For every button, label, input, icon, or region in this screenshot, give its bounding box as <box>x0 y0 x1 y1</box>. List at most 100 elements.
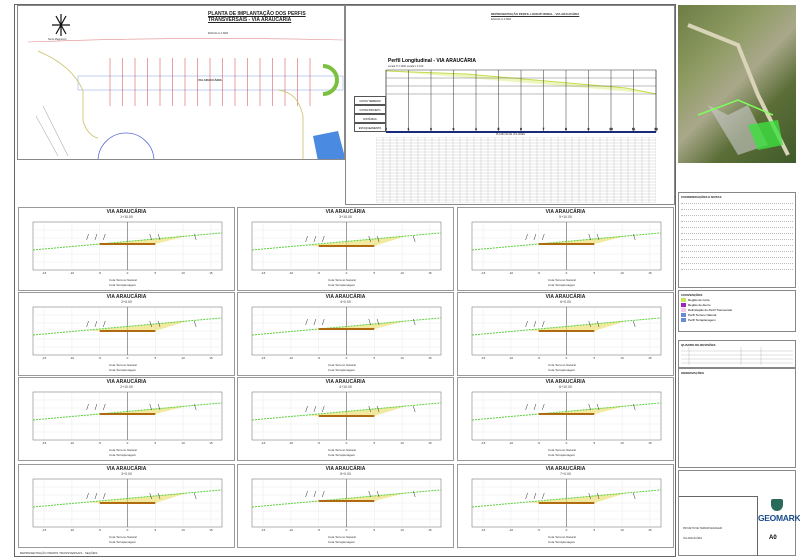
legend-terrain: Cota Terreno Natural <box>548 448 576 452</box>
x-tick-label: 10 <box>181 528 185 532</box>
legend-item: Região de Corte <box>681 298 793 302</box>
profile-row-label: ESTAQUEAMENTO <box>354 123 386 132</box>
plan-scale: ESCALA 1:600 <box>208 31 229 35</box>
x-tick-label: -10 <box>289 528 294 532</box>
legend-terrain: Cota Terreno Natural <box>109 278 137 282</box>
terrain-line <box>471 317 662 336</box>
dimension-leader <box>525 403 528 411</box>
north-arrow-icon <box>52 14 70 36</box>
profile-station-label: 7 <box>543 127 545 131</box>
legend-label: Perfil Terreno Natural <box>688 313 717 317</box>
dimension-leader <box>103 320 106 328</box>
legend-swatch <box>681 313 686 317</box>
legend-item: Perfil Terraplenagem <box>681 318 793 322</box>
legend-swatch <box>681 298 686 302</box>
dimension-leader <box>412 318 416 326</box>
dimension-leader <box>313 235 317 243</box>
x-tick-label: 15 <box>648 271 652 275</box>
terrain-line <box>471 402 662 421</box>
x-tick-label: 0 <box>346 356 348 360</box>
dimension-leader <box>322 490 325 498</box>
legend-item: Delimitação do Perfil Transversal <box>681 308 793 312</box>
terrain-line <box>251 317 442 336</box>
section-station: 5+10.00 <box>559 215 572 219</box>
x-tick-label: 15 <box>648 441 652 445</box>
terrain-line <box>251 489 442 508</box>
x-tick-label: -10 <box>289 271 294 275</box>
section-title: VIA ARAUCÁRIA <box>325 379 366 385</box>
dimension-leader <box>533 403 537 411</box>
x-tick-label: 0 <box>127 441 129 445</box>
note-line <box>681 235 793 240</box>
x-tick-label: 10 <box>400 528 404 532</box>
cross-section-9: VIA ARAUCÁRIA 6+10.00 -15 -10 -5 0 5 10 15 Cota T… <box>457 377 674 461</box>
dimension-leader <box>322 235 325 243</box>
x-tick-label: 10 <box>400 441 404 445</box>
terrain-line <box>32 402 223 421</box>
x-tick-label: -15 <box>481 528 486 532</box>
legend-swatch <box>681 308 686 312</box>
legend-grading: Cota Terraplenagem <box>328 368 356 372</box>
x-tick-label: 5 <box>593 441 595 445</box>
terrain-line <box>471 489 662 508</box>
dimension-leader <box>412 405 416 413</box>
legend-swatch <box>681 318 686 322</box>
note-line <box>681 265 793 270</box>
x-tick-label: 0 <box>346 528 348 532</box>
dimension-leader <box>103 233 106 241</box>
profile-station-label: 11 <box>632 127 635 131</box>
x-tick-label: 0 <box>127 356 129 360</box>
note-line <box>681 205 793 210</box>
dimension-leader <box>193 492 197 500</box>
section-chart: -15 -10 -5 0 5 10 15 <box>32 478 223 532</box>
dimension-leader <box>94 233 98 241</box>
section-chart: -15 -10 -5 0 5 10 15 <box>32 306 223 360</box>
x-tick-label: 15 <box>209 271 213 275</box>
x-tick-label: 15 <box>209 528 213 532</box>
dimension-leader <box>322 405 325 413</box>
cross-section-10: VIA ARAUCÁRIA 3+0.00 -15 -10 -5 0 5 10 15 Cota Te… <box>18 464 235 548</box>
x-tick-label: 5 <box>593 528 595 532</box>
note-line <box>681 223 793 228</box>
terrain-line <box>32 232 223 251</box>
x-tick-label: -10 <box>70 356 75 360</box>
dimension-leader <box>376 235 380 243</box>
x-tick-label: -5 <box>317 441 320 445</box>
sheet-size: A0 <box>769 535 777 541</box>
volume-table-title: PLANILHA DE VOLUMES <box>496 133 526 136</box>
x-tick-label: -5 <box>317 528 320 532</box>
dimension-leader <box>86 233 89 241</box>
dimension-leader <box>94 492 98 500</box>
dimension-leader <box>596 320 600 328</box>
dimension-leader <box>412 235 416 243</box>
x-tick-label: -5 <box>317 356 320 360</box>
section-station: 2+10.00 <box>120 385 133 389</box>
x-tick-label: -10 <box>70 528 75 532</box>
dimension-leader <box>376 490 380 498</box>
dimension-leader <box>632 320 636 328</box>
legend-label: Delimitação do Perfil Transversal <box>688 308 732 312</box>
profile-station-label: 1 <box>408 127 410 131</box>
note-line <box>681 211 793 216</box>
section-title: VIA ARAUCÁRIA <box>325 209 366 215</box>
notes-panel: CONSIDERAÇÕES E NOTAS <box>678 192 796 288</box>
section-title: VIA ARAUCÁRIA <box>545 294 586 300</box>
dimension-leader <box>313 405 317 413</box>
dimension-leader <box>588 492 591 500</box>
plan-view-panel: PLANTA DE IMPLANTAÇÃO DOS PERFIS TRANSVE… <box>17 5 345 160</box>
notes-title: CONSIDERAÇÕES E NOTAS <box>681 195 722 199</box>
x-tick-label: -15 <box>261 356 266 360</box>
legend-grading: Cota Terraplenagem <box>109 453 137 457</box>
legend-item: Região de Aterro <box>681 303 793 307</box>
x-tick-label: -5 <box>537 271 540 275</box>
x-tick-label: -10 <box>509 441 514 445</box>
cross-section-7: VIA ARAUCÁRIA 2+10.00 -15 -10 -5 0 5 10 15 Cota T… <box>18 377 235 461</box>
section-title: VIA ARAUCÁRIA <box>106 379 147 385</box>
legend-terrain: Cota Terreno Natural <box>548 278 576 282</box>
cross-section-3: VIA ARAUCÁRIA 5+10.00 -15 -10 -5 0 5 10 15 Cota T… <box>457 207 674 291</box>
x-tick-label: 5 <box>373 356 375 360</box>
dimension-leader <box>525 233 528 241</box>
legend-swatch <box>681 303 686 307</box>
legend-terrain: Cota Terreno Natural <box>109 448 137 452</box>
x-tick-label: 0 <box>127 271 129 275</box>
